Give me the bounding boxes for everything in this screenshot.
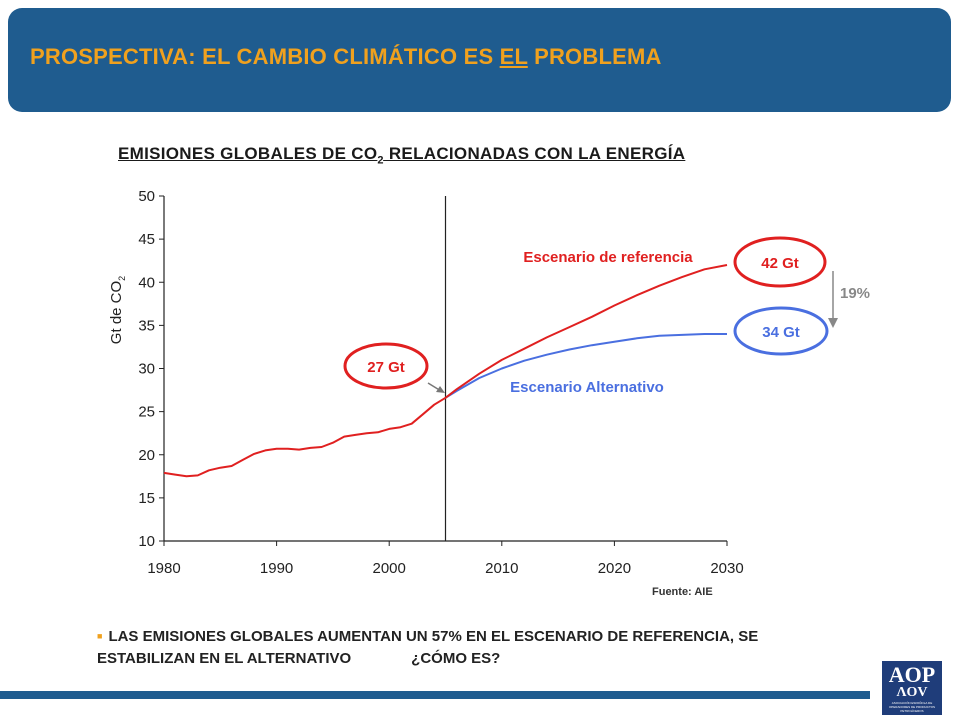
- y-axis-label: Gt de CO2: [108, 276, 127, 344]
- aop-logo: AOP ΛOV ASOCIACIÓN ESPAÑOLA DE OPERADORE…: [882, 661, 942, 715]
- start-value-label: 27 Gt: [367, 359, 405, 376]
- source-note: Fuente: AIE: [652, 586, 713, 598]
- x-tick-label: 1990: [260, 560, 293, 577]
- alternative-scenario-line: [444, 333, 727, 399]
- start-value-ellipse: [343, 342, 429, 390]
- y-tick-label: 20: [138, 447, 155, 464]
- summary-note: ■ LAS EMISIONES GLOBALES AUMENTAN UN 57% …: [97, 625, 797, 670]
- reference-end-ellipse: [733, 236, 827, 288]
- reference-scenario-line: [163, 264, 728, 478]
- y-axis-label-group: Gt de CO2: [108, 276, 127, 344]
- chart-axes: 10 15 20 25 30 35 40 45 50 1980 1990 2000 2010 2020 20…: [138, 188, 743, 577]
- bullet-icon: ■: [97, 631, 103, 641]
- alternative-end-label: 34 Gt: [762, 324, 800, 341]
- alternative-series-label: Escenario Alternativo: [510, 379, 664, 396]
- difference-label: 19%: [840, 285, 870, 302]
- logo-top-text: AOP: [888, 662, 936, 687]
- alternative-end-ellipse: [733, 306, 829, 356]
- reference-end-label: 42 Gt: [761, 255, 799, 272]
- difference-arrowhead: [828, 318, 838, 328]
- x-tick-label: 2010: [485, 560, 518, 577]
- y-tick-label: 15: [138, 490, 155, 507]
- annotations-group: Escenario de referencia Escenario Alterna…: [343, 236, 870, 396]
- x-tick-label: 2030: [710, 560, 743, 577]
- y-tick-label: 45: [138, 231, 155, 248]
- summary-text: LAS EMISIONES GLOBALES AUMENTAN UN 57% E…: [97, 628, 759, 667]
- y-tick-label: 30: [138, 361, 155, 378]
- title-underlined-word: EL: [499, 44, 528, 69]
- series-group: [163, 264, 728, 478]
- y-tick-label: 25: [138, 404, 155, 421]
- header-banner: PROSPECTIVA: EL CAMBIO CLIMÁTICO ES EL P…: [8, 8, 951, 112]
- x-tick-label: 2000: [373, 560, 406, 577]
- start-value-arrowhead: [436, 386, 445, 393]
- y-tick-label: 10: [138, 533, 155, 550]
- logo-small-text: ASOCIACIÓN ESPAÑOLA DE OPERADORES DE PRO…: [888, 701, 936, 713]
- reference-series-label: Escenario de referencia: [523, 249, 693, 266]
- logo-bottom-text: ΛOV: [896, 685, 928, 700]
- x-tick-label: 1980: [147, 560, 180, 577]
- y-tick-label: 50: [138, 188, 155, 205]
- summary-question: ¿CÓMO ES?: [411, 650, 501, 667]
- y-tick-label: 35: [138, 317, 155, 334]
- page-title: PROSPECTIVA: EL CAMBIO CLIMÁTICO ES EL P…: [30, 44, 662, 69]
- x-tick-label: 2020: [598, 560, 631, 577]
- y-tick-label: 40: [138, 274, 155, 291]
- chart-title: EMISIONES GLOBALES DE CO2 RELACIONADAS C…: [118, 144, 686, 167]
- footer-bar: [0, 691, 870, 699]
